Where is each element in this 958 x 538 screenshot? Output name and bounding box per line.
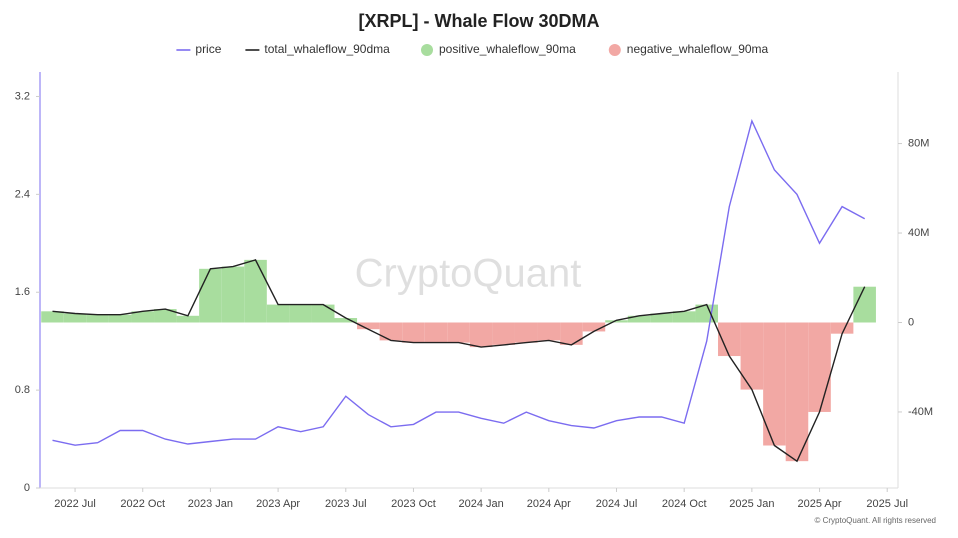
legend-label: positive_whaleflow_90ma	[439, 42, 576, 56]
watermark: CryptoQuant	[355, 252, 582, 296]
bar	[176, 315, 200, 323]
bar	[357, 322, 380, 330]
legend: price total_whaleflow_90dma positive_whale…	[176, 42, 769, 56]
y2-tick-label: 40M	[908, 227, 929, 239]
y2-tick-label: -40M	[908, 406, 933, 418]
bar	[627, 315, 651, 323]
bar	[582, 322, 606, 332]
bar	[244, 259, 267, 323]
bar	[131, 311, 155, 323]
y-tick-label: 1.6	[15, 286, 30, 298]
x-tick-label: 2024 Oct	[662, 498, 707, 510]
bar	[740, 322, 764, 390]
legend-label: price	[195, 42, 221, 56]
legend-label: negative_whaleflow_90ma	[627, 42, 769, 56]
x-tick-label: 2024 Jan	[459, 498, 504, 510]
x-tick-label: 2023 Apr	[256, 498, 300, 510]
bar	[763, 322, 786, 446]
y2-tick-label: 0	[908, 316, 914, 328]
copyright: © CryptoQuant. All rights reserved	[815, 516, 937, 525]
bar	[808, 322, 831, 412]
bar	[853, 286, 876, 323]
bar	[605, 320, 628, 323]
x-tick-label: 2025 Apr	[798, 498, 842, 510]
bar	[199, 268, 222, 323]
x-tick-label: 2023 Oct	[391, 498, 436, 510]
y-tick-label: 2.4	[15, 188, 30, 200]
bar	[424, 322, 448, 343]
line	[52, 118, 866, 446]
bar	[63, 313, 87, 323]
bar	[560, 322, 583, 345]
bar	[379, 322, 403, 341]
bar	[154, 309, 177, 323]
x-tick-label: 2022 Oct	[120, 498, 165, 510]
bar	[785, 322, 809, 462]
bar	[718, 322, 741, 357]
bar	[221, 266, 245, 323]
bar	[492, 322, 515, 345]
y-tick-label: 3.2	[15, 90, 30, 102]
x-tick-label: 2025 Jan	[729, 498, 774, 510]
x-tick-label: 2024 Jul	[596, 498, 638, 510]
y-tick-label: 0	[24, 482, 30, 494]
x-tick-label: 2023 Jan	[188, 498, 233, 510]
x-tick-label: 2023 Jul	[325, 498, 367, 510]
x-tick-label: 2025 Jul	[866, 498, 908, 510]
legend-marker	[608, 44, 621, 56]
y2-tick-label: 80M	[908, 137, 929, 149]
bar	[447, 322, 470, 343]
x-tick-label: 2024 Apr	[527, 498, 571, 510]
bar	[830, 322, 854, 334]
bar	[289, 304, 312, 323]
y-tick-label: 0.8	[15, 384, 30, 396]
bar	[108, 314, 132, 323]
bar	[469, 322, 493, 348]
bar	[672, 311, 696, 323]
bar	[86, 314, 109, 323]
chart-title: [XRPL] - Whale Flow 30DMA	[358, 11, 599, 31]
bar	[311, 304, 335, 323]
bar	[537, 322, 561, 341]
legend-label: total_whaleflow_90dma	[264, 42, 390, 56]
bar	[334, 318, 358, 323]
bar	[650, 313, 673, 323]
x-tick-label: 2022 Jul	[54, 498, 96, 510]
bar	[266, 304, 290, 323]
line	[52, 259, 866, 463]
legend-marker	[421, 44, 433, 56]
bar	[41, 311, 64, 323]
bar	[402, 322, 425, 343]
bar	[514, 322, 538, 343]
